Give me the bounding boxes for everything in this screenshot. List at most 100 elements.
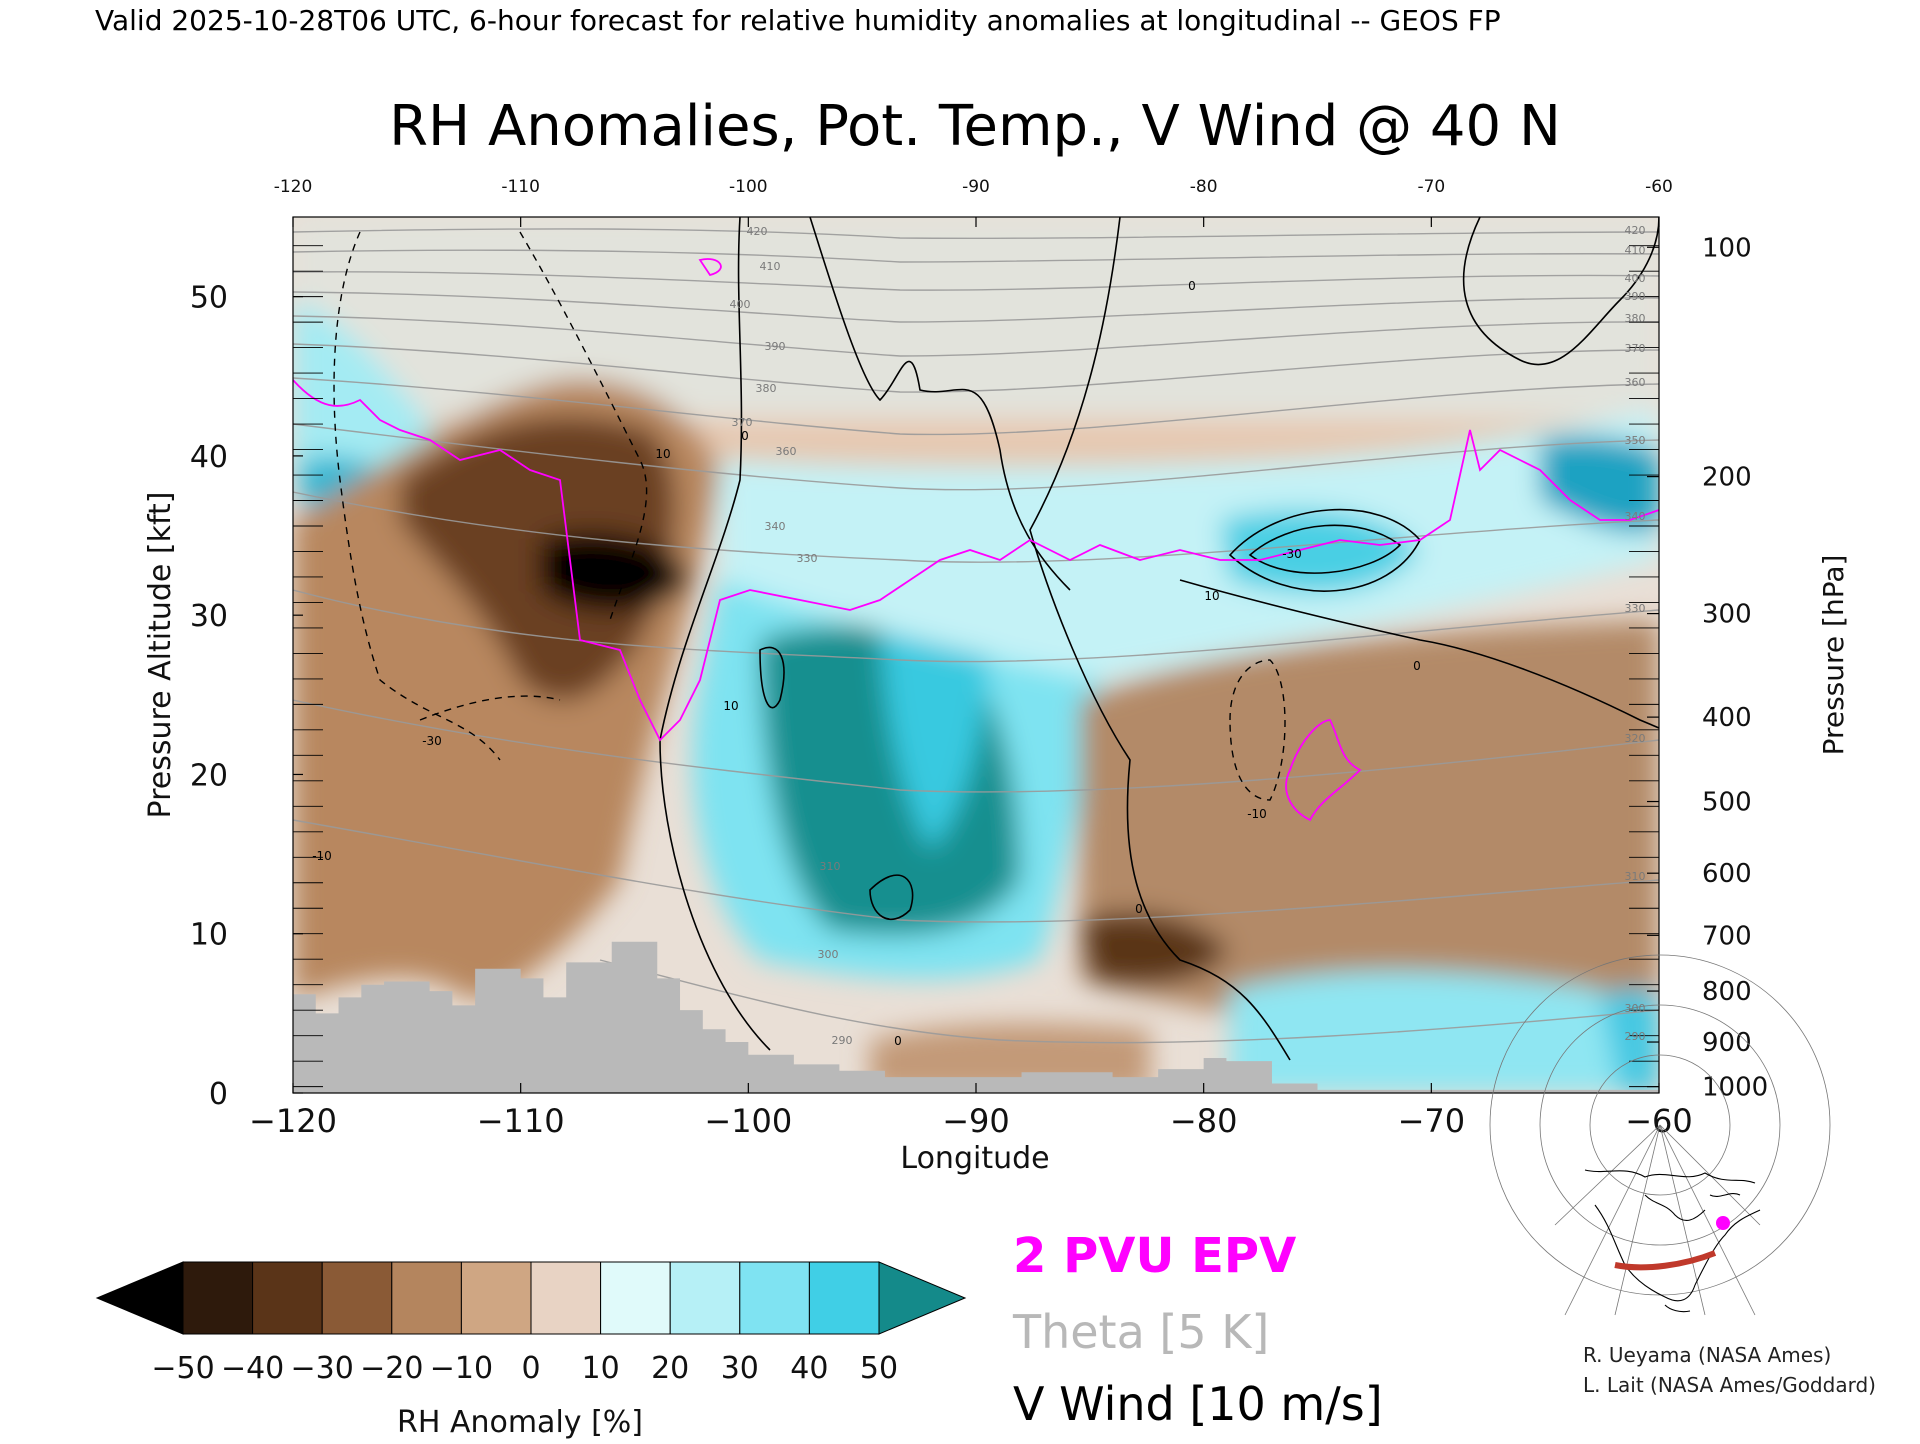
colorbar-bin <box>669 1261 741 1335</box>
credit-line-1: R. Ueyama (NASA Ames) <box>1583 1343 1831 1367</box>
colorbar-tick-label: 10 <box>582 1351 620 1386</box>
v-wind-contour-label: 0 <box>1135 902 1143 916</box>
y-tick-label-left: 10 <box>190 918 228 953</box>
x-tick-label-top: -60 <box>1645 177 1673 197</box>
theta-contour-label: 290 <box>1625 1030 1646 1043</box>
v-wind-contour-label: 10 <box>1204 589 1219 603</box>
pressure-tick-label: 800 <box>1702 977 1752 1007</box>
v-wind-contours <box>659 217 1659 1061</box>
v-wind-contour-label: 10 <box>723 699 738 713</box>
v-wind-zero-line-west <box>659 217 771 1051</box>
y-axis-right: 100 200 300 400 500 600 700 800 900 1000 <box>1629 233 1768 1103</box>
theta-contour-label: 390 <box>1625 290 1646 303</box>
x-axis-top: -120 -110 -100 -90 -80 -70 -60 <box>274 177 1673 227</box>
theta-contour-label: 310 <box>1625 870 1646 883</box>
colorbar-bin <box>391 1261 462 1335</box>
pressure-tick-label: 300 <box>1702 600 1752 630</box>
v-wind-zero-line-jet <box>809 217 1071 591</box>
inset-coastlines <box>1584 1169 1761 1313</box>
theta-contour-label: 340 <box>1625 510 1646 523</box>
inset-cross-section-line <box>1614 1250 1717 1271</box>
valid-time-header: Valid 2025-10-28T06 UTC, 6-hour forecast… <box>95 4 1501 37</box>
colorbar-bin <box>530 1261 602 1335</box>
theta-contour-label: 310 <box>820 860 841 873</box>
v-wind-contour-label: 0 <box>1413 659 1421 673</box>
v-wind-contour-label: 0 <box>894 1034 902 1048</box>
colorbar-tick-label: −20 <box>360 1351 423 1386</box>
theta-contour-label: 330 <box>797 552 818 565</box>
v-wind-contour-small-2 <box>869 874 914 921</box>
x-tick-label-top: -100 <box>729 177 768 197</box>
theta-contour-label: 420 <box>747 225 768 238</box>
rh-anomaly-field <box>293 217 1659 1093</box>
y-tick-label-left: 0 <box>209 1077 228 1112</box>
colorbar-ticks: −50 −40 −30 −20 −10 0 10 20 30 40 50 <box>151 1351 898 1386</box>
theta-contour-label: 290 <box>832 1034 853 1047</box>
y-tick-label-left: 50 <box>190 281 228 316</box>
chart-title: RH Anomalies, Pot. Temp., V Wind @ 40 N <box>389 94 1561 159</box>
legend-vwind: V Wind [10 m/s] <box>1013 1377 1383 1431</box>
v-wind-negative-contours <box>333 231 1286 801</box>
theta-label-group: 420 410 400 390 380 370 360 350 340 330 320 310 300 2… <box>312 224 1645 1048</box>
y-axis-label: Pressure Altitude [kft] <box>143 492 178 819</box>
pressure-tick-label: 700 <box>1702 921 1752 951</box>
y-tick-label-left: 40 <box>190 440 228 475</box>
y-axis-left: 0 10 20 30 40 50 <box>190 245 323 1112</box>
colorbar-bin <box>600 1261 671 1335</box>
v-wind-contour-label: -30 <box>422 734 442 748</box>
theta-contour-label: 320 <box>1625 732 1646 745</box>
x-tick-label-bottom: −70 <box>1398 1102 1466 1140</box>
theta-contour-label: 300 <box>818 948 839 961</box>
pressure-tick-label: 500 <box>1702 788 1752 818</box>
colorbar-tick-label: −50 <box>151 1351 214 1386</box>
pressure-tick-label: 600 <box>1702 859 1752 889</box>
colorbar <box>95 1261 967 1335</box>
v-wind-contour-max <box>1248 524 1402 574</box>
theta-contour-label: 300 <box>1625 1002 1646 1015</box>
v-wind-zero-line-mid <box>1029 217 1291 1061</box>
v-wind-contour-east <box>1179 579 1659 729</box>
colorbar-tick-label: −30 <box>291 1351 354 1386</box>
colorbar-bin <box>321 1261 393 1335</box>
theta-contour-label: 340 <box>765 520 786 533</box>
v-wind-contour-label: -30 <box>1282 547 1302 561</box>
theta-contour-label: 390 <box>765 340 786 353</box>
theta-contour-label: 370 <box>732 416 753 429</box>
y-tick-label-left: 20 <box>190 758 228 793</box>
legend-theta: Theta [5 K] <box>1012 1305 1269 1359</box>
credit-line-2: L. Lait (NASA Ames/Goddard) <box>1583 1373 1876 1397</box>
pressure-tick-label: 1000 <box>1702 1073 1768 1103</box>
x-tick-label-bottom: −90 <box>942 1102 1010 1140</box>
inset-map-background <box>1555 1165 1760 1315</box>
epv-2pvu-contour <box>293 258 1659 822</box>
epv-main-line <box>293 379 1659 742</box>
colorbar-bin <box>460 1261 532 1335</box>
colorbar-over-triangle <box>878 1261 967 1335</box>
x-tick-label-top: -90 <box>962 177 990 197</box>
pressure-tick-label: 200 <box>1702 463 1752 493</box>
v-wind-contour-label: -10 <box>312 849 332 863</box>
epv-upper-loop <box>698 258 722 277</box>
colorbar-bin <box>808 1261 880 1335</box>
pressure-tick-label: 900 <box>1702 1028 1752 1058</box>
v-wind-contour-label: 10 <box>655 447 670 461</box>
v-wind-dash-east <box>1229 659 1286 801</box>
y-axis-right-label: Pressure [hPa] <box>1817 555 1850 756</box>
legend-epv: 2 PVU EPV <box>1013 1228 1296 1284</box>
epv-east-loop <box>1285 719 1362 822</box>
theta-contour-label: 400 <box>1625 272 1646 285</box>
plot-area <box>293 217 1659 1093</box>
colorbar-tick-label: −40 <box>221 1351 284 1386</box>
colorbar-tick-label: 40 <box>790 1351 828 1386</box>
v-wind-contour-small <box>759 646 785 709</box>
terrain-mask <box>293 941 1659 1093</box>
theta-contour-label: 380 <box>1625 312 1646 325</box>
x-tick-label-top: -80 <box>1190 177 1218 197</box>
inset-location-map <box>1489 954 1831 1316</box>
x-tick-label-bottom: −80 <box>1170 1102 1238 1140</box>
colorbar-bin <box>739 1261 810 1335</box>
x-tick-label-top: -110 <box>501 177 540 197</box>
pressure-tick-label: 400 <box>1702 703 1752 733</box>
